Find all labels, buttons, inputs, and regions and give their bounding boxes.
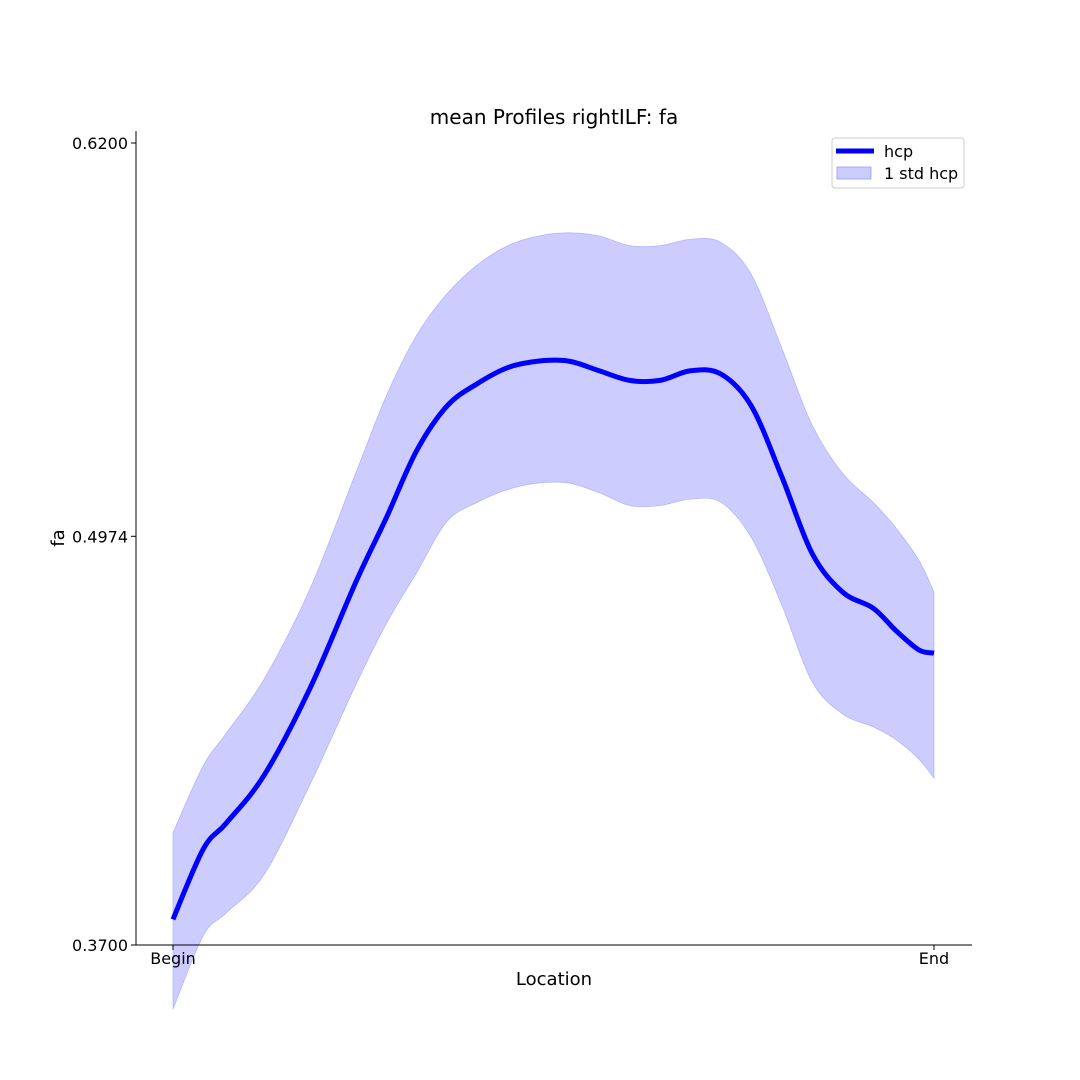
- y-tick-label: 0.4974: [72, 527, 128, 546]
- y-tick-label: 0.6200: [72, 134, 128, 153]
- x-axis-label: Location: [516, 969, 592, 990]
- std-band-area: [172, 232, 935, 1010]
- mean-line-hcp: [170, 357, 935, 921]
- plot-area: [170, 232, 935, 1010]
- y-axis-ticks: 0.3700 0.4974 0.6200: [72, 134, 136, 955]
- legend-band-swatch: [836, 166, 872, 180]
- x-tick-label: End: [919, 949, 949, 968]
- legend: hcp 1 std hcp: [831, 137, 965, 189]
- x-axis-ticks: Begin End: [150, 945, 949, 968]
- x-tick-label: Begin: [150, 949, 196, 968]
- chart-title: mean Profiles rightILF: fa: [430, 105, 678, 129]
- legend-label-std: 1 std hcp: [884, 164, 958, 183]
- y-tick-label: 0.3700: [72, 936, 128, 955]
- legend-label-hcp: hcp: [884, 142, 913, 161]
- y-axis-label: fa: [48, 529, 69, 546]
